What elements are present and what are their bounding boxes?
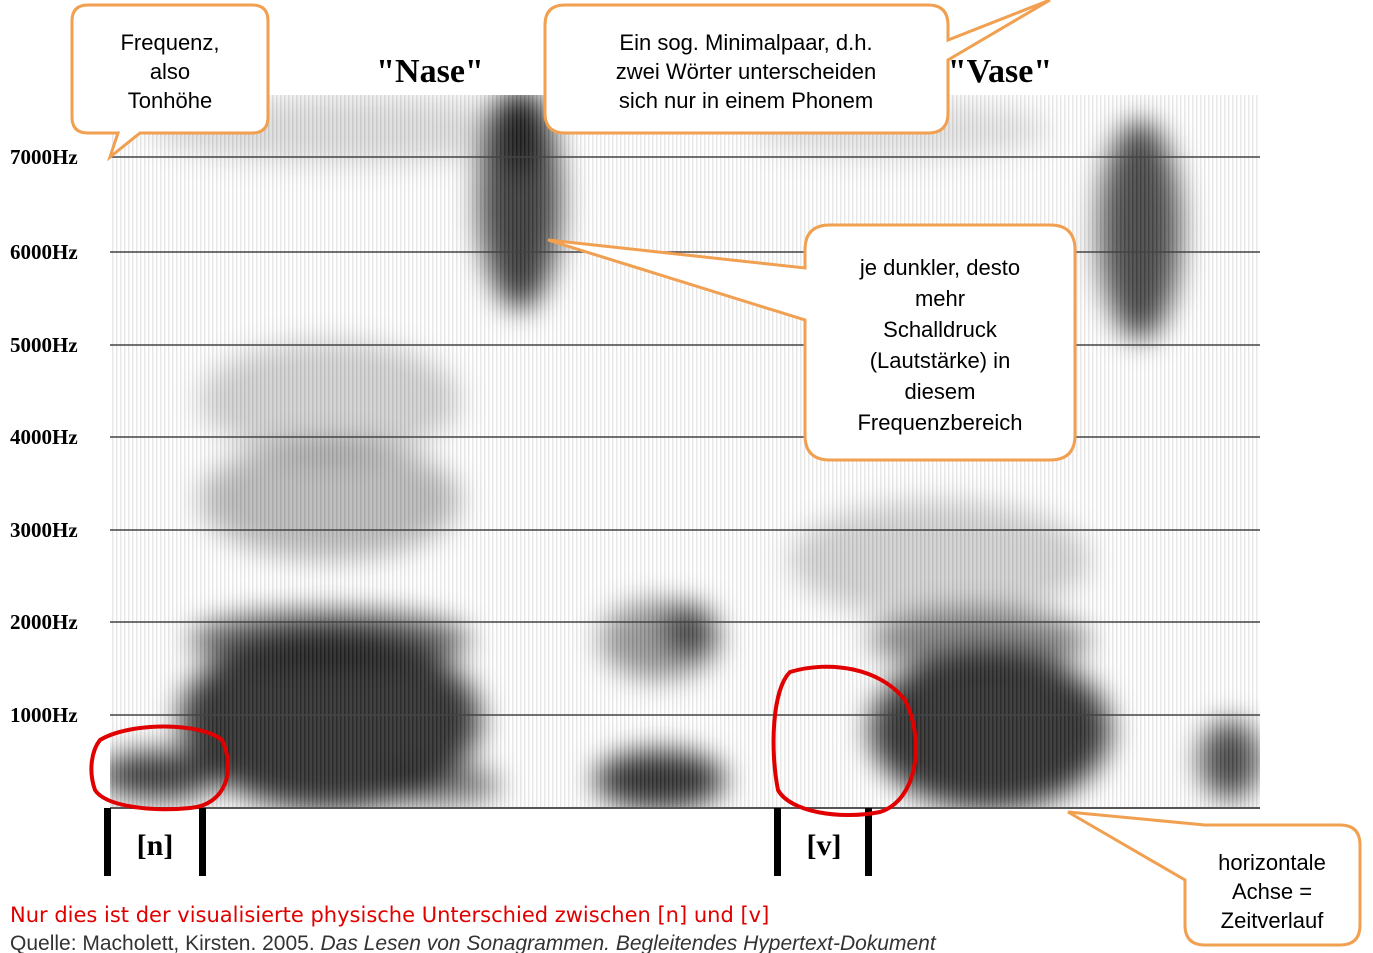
callout-text: horizontale bbox=[1218, 850, 1326, 875]
frequency-label: 2000Hz bbox=[10, 610, 78, 634]
callout-text: Ein sog. Minimalpaar, d.h. bbox=[619, 30, 872, 55]
frequency-label: 4000Hz bbox=[10, 425, 78, 449]
callout-text: mehr bbox=[915, 286, 965, 311]
segment-bar bbox=[865, 808, 872, 876]
source-title: Das Lesen von Sonagrammen. Begleitendes … bbox=[321, 932, 937, 953]
spectrogram bbox=[110, 95, 1260, 808]
source-plain: Quelle: Macholett, Kirsten. 2005. bbox=[10, 932, 321, 953]
callout-text: Zeitverlauf bbox=[1221, 908, 1325, 933]
callout-text: Schalldruck bbox=[883, 317, 998, 342]
highlight-circle bbox=[771, 664, 918, 818]
callout-box bbox=[543, 0, 1051, 135]
callout-text: Achse = bbox=[1232, 879, 1312, 904]
frequency-label: 1000Hz bbox=[10, 703, 78, 727]
word-label: "Nase" bbox=[376, 53, 484, 90]
callout-text: Tonhöhe bbox=[128, 88, 212, 113]
word-label: "Vase" bbox=[948, 53, 1053, 90]
callout-text: zwei Wörter unterscheiden bbox=[616, 59, 876, 84]
callout-box bbox=[1067, 810, 1362, 947]
segment-label: [v] bbox=[807, 829, 842, 862]
segment-bar bbox=[199, 808, 206, 876]
callout-text: also bbox=[150, 59, 190, 84]
frequency-label: 3000Hz bbox=[10, 518, 78, 542]
callout-text: diesem bbox=[905, 379, 976, 404]
callout-text: (Lautstärke) in bbox=[870, 348, 1011, 373]
callouts: Frequenz, also Tonhöhe Ein sog. Minimalpaar… bbox=[70, 0, 1362, 947]
frequency-label: 6000Hz bbox=[10, 240, 78, 264]
segment-label: [n] bbox=[137, 829, 174, 862]
callout-text: je dunkler, desto bbox=[859, 255, 1020, 280]
segment-bar bbox=[774, 808, 781, 876]
segment-bar bbox=[104, 808, 111, 876]
frequency-label: 5000Hz bbox=[10, 333, 78, 357]
frequency-label: 7000Hz bbox=[10, 145, 78, 169]
texture bbox=[110, 95, 1260, 808]
callout-text: Frequenzbereich bbox=[857, 410, 1022, 435]
source-line: Quelle: Macholett, Kirsten. 2005. Das Le… bbox=[10, 932, 937, 953]
segment-markers bbox=[104, 808, 872, 876]
highlight-circle bbox=[89, 724, 231, 812]
callout-box bbox=[70, 3, 270, 162]
callout-box bbox=[547, 223, 1077, 462]
callout-text: Frequenz, bbox=[120, 30, 219, 55]
callout-text: sich nur in einem Phonem bbox=[619, 88, 873, 113]
caption-note: Nur dies ist der visualisierte physische… bbox=[10, 903, 769, 927]
